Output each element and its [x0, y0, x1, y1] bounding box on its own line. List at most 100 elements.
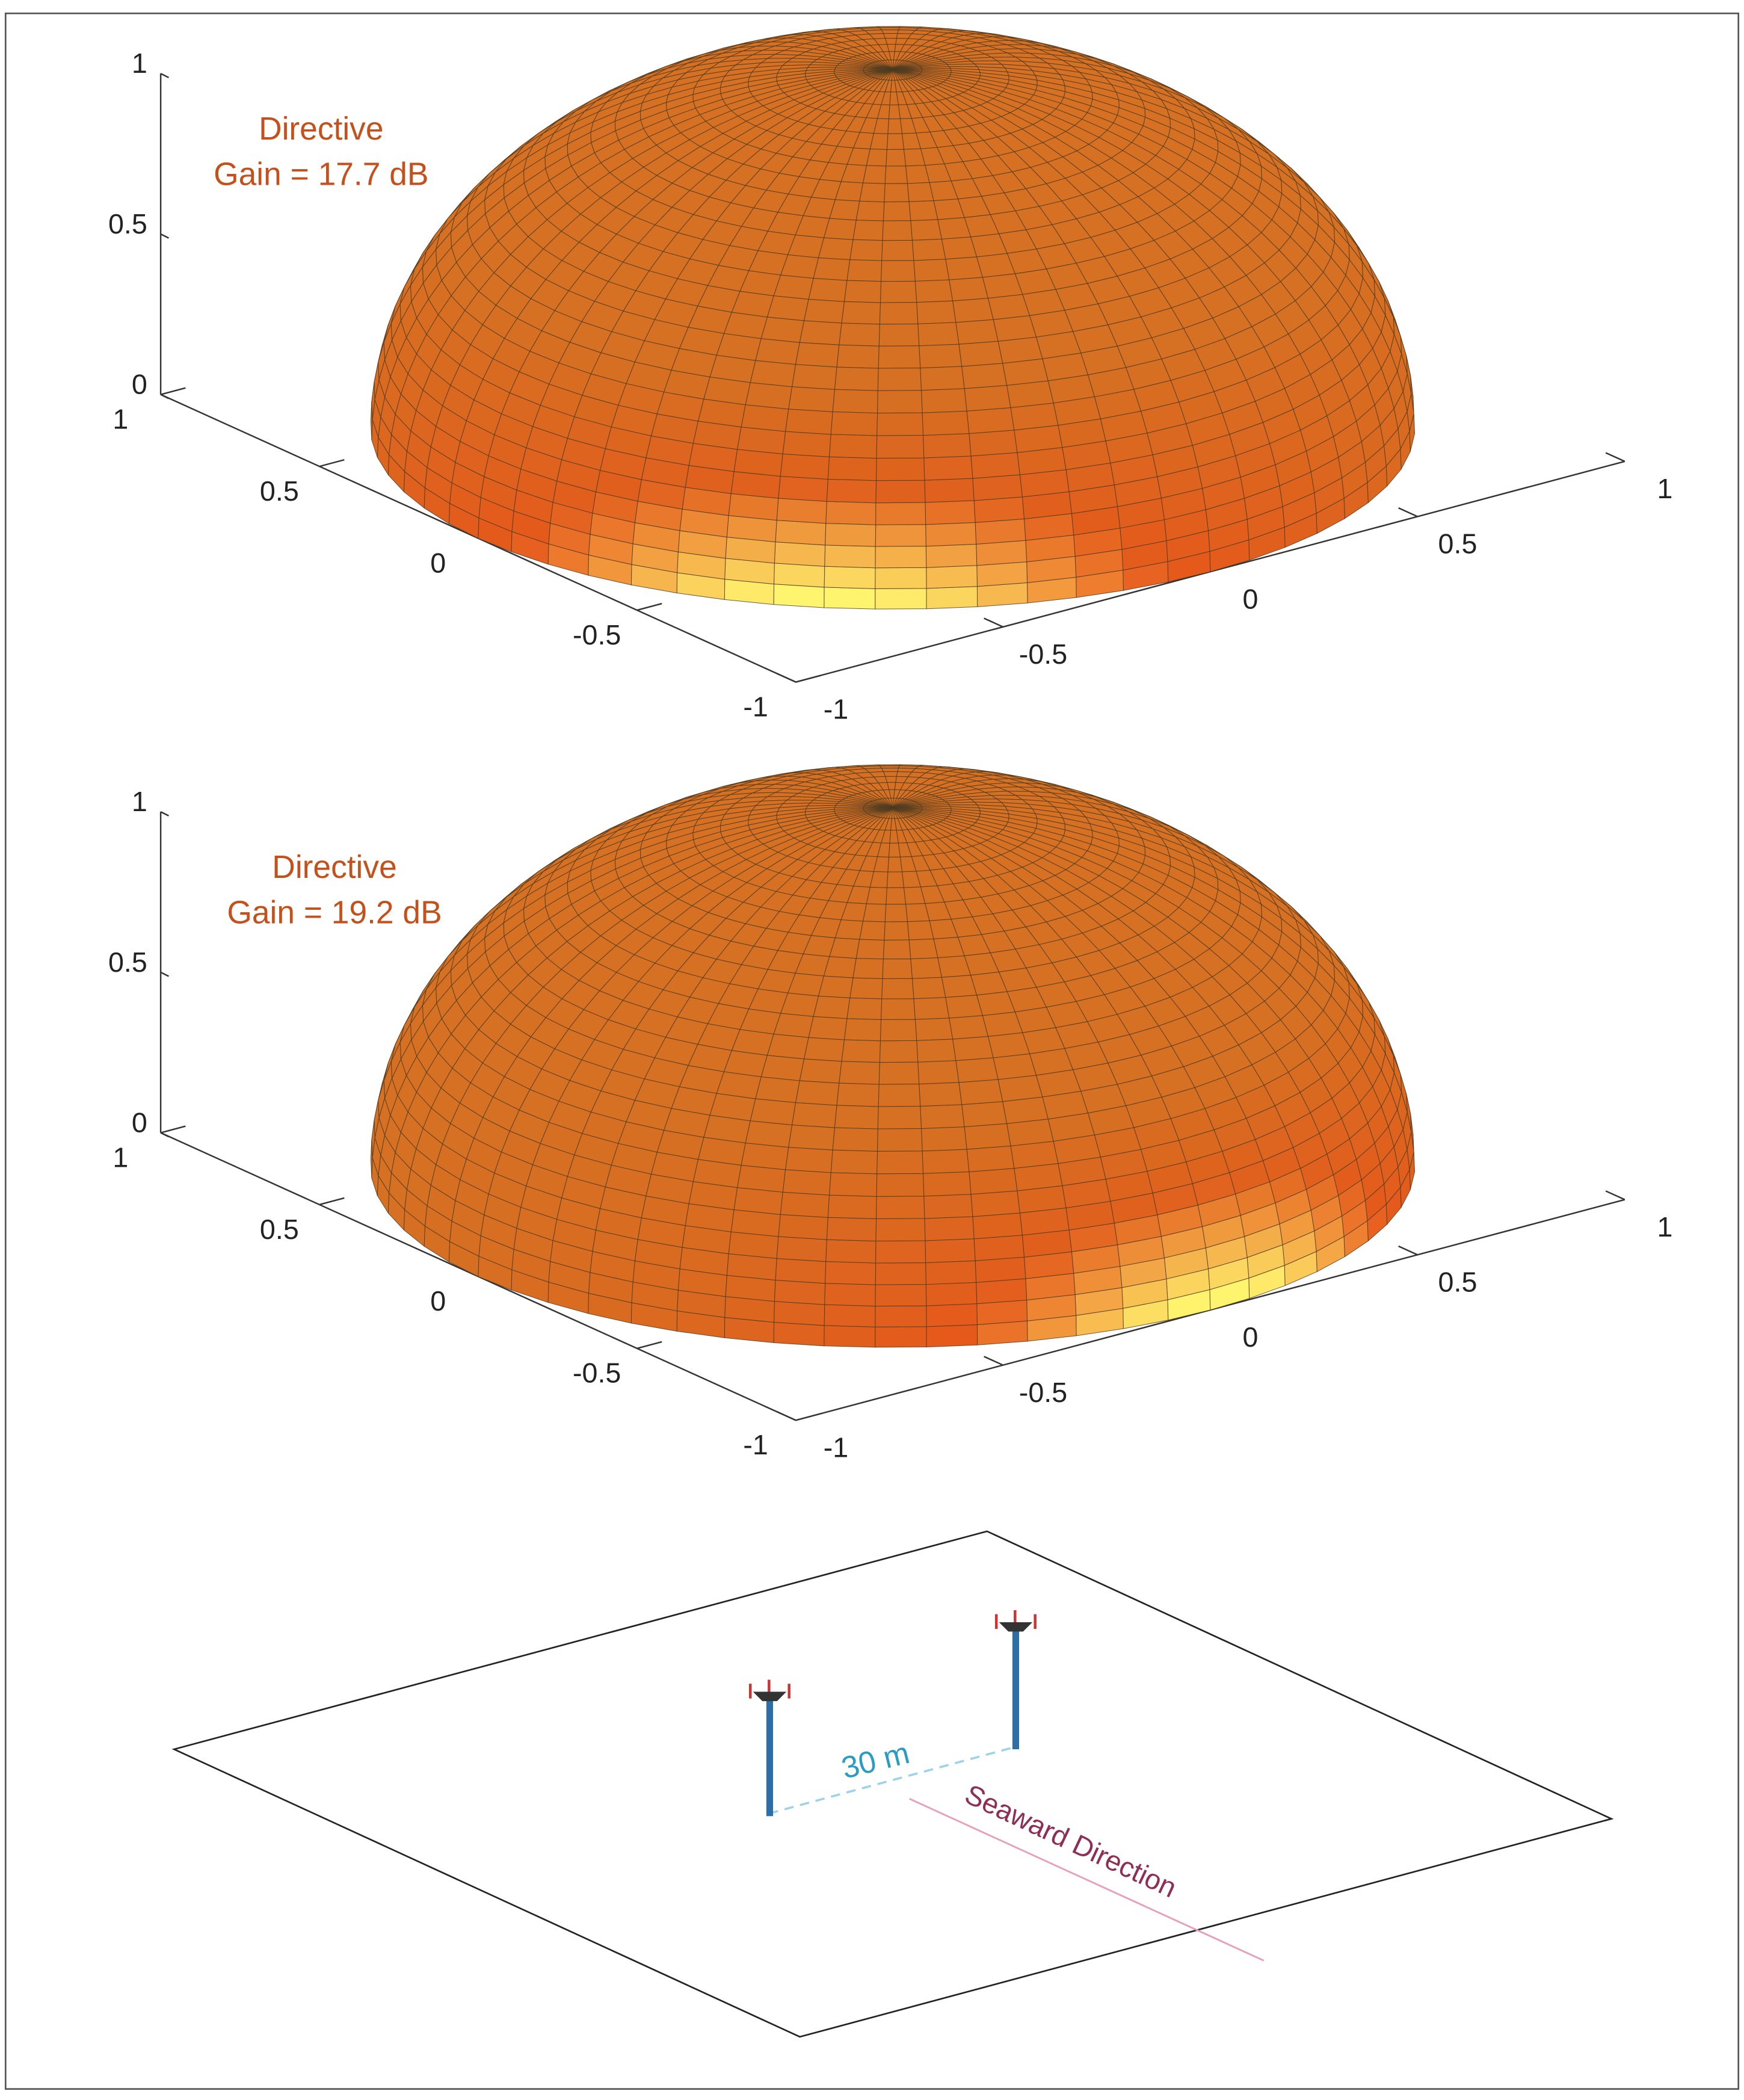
surface-patch	[860, 921, 885, 940]
z-tick	[161, 972, 168, 977]
surface-patch	[853, 959, 883, 979]
surface-patch	[778, 476, 828, 501]
y-tick	[796, 676, 821, 682]
surface-patch	[938, 956, 971, 977]
surface-patch	[825, 1262, 876, 1285]
surface-patch	[792, 365, 837, 390]
surface-patch	[878, 1129, 922, 1152]
surface-patch	[738, 1166, 786, 1193]
surface-patch	[850, 978, 883, 999]
surface-patch	[876, 502, 926, 525]
surface-patch	[844, 1019, 881, 1041]
z-tick-label: 1	[132, 48, 147, 79]
surface-patch	[877, 1196, 925, 1219]
surface-patch	[831, 1150, 877, 1174]
surface-patch	[830, 938, 860, 959]
surface-patch	[866, 887, 887, 904]
surface-patch	[914, 259, 949, 282]
surface-patch	[909, 939, 938, 959]
surface-patch	[741, 1143, 789, 1170]
surface-patch	[912, 239, 945, 261]
tower-scene: 30 m Seaward Direction	[174, 1531, 1611, 2037]
surface-patch	[946, 995, 983, 1018]
surface-patch	[915, 280, 952, 302]
annotation: Directive	[259, 111, 383, 147]
x-tick-label: 0	[1243, 583, 1259, 614]
surface-patch	[914, 998, 949, 1020]
surface-patch	[745, 383, 792, 409]
y-tick-label: -1	[743, 1429, 768, 1460]
surface-patch	[856, 939, 884, 959]
y-tick	[319, 1198, 344, 1205]
surface-patch	[964, 1123, 1011, 1149]
z-tick-label: 1	[132, 786, 147, 817]
surface-patch	[750, 1099, 795, 1125]
surface-patch	[909, 201, 938, 221]
surface-patch	[875, 1285, 926, 1306]
surface-patch	[761, 317, 804, 342]
surface-patch	[881, 281, 917, 303]
surface-patch	[964, 386, 1011, 412]
surface-patch	[884, 922, 909, 940]
surface-patch	[827, 1217, 876, 1241]
x-tick	[1399, 1246, 1418, 1255]
surface-patch	[781, 993, 819, 1016]
surface-patch	[971, 1191, 1020, 1217]
surface-patch	[819, 238, 853, 259]
surface-patch	[925, 478, 974, 502]
surface-patch	[774, 563, 825, 587]
surface-patch	[926, 566, 978, 588]
annotation: Directive	[272, 850, 396, 885]
surface-patch	[780, 454, 829, 479]
surface-patch	[959, 1079, 1003, 1105]
surface-patch	[824, 566, 875, 588]
surface-patch	[884, 184, 909, 202]
surface-patch	[967, 1146, 1014, 1172]
surface-patch	[906, 165, 930, 184]
surface-patch	[920, 366, 964, 391]
surface-patch	[824, 957, 856, 978]
surface-patch	[774, 1280, 825, 1305]
surface-patch	[959, 341, 1003, 366]
surface-patch	[946, 257, 983, 280]
surface-patch	[863, 165, 886, 184]
surface-patch	[912, 977, 945, 999]
surface-patch	[969, 1169, 1017, 1194]
surface-patch	[982, 1012, 1022, 1037]
surface-patch	[883, 940, 910, 959]
surface-patch	[907, 182, 934, 202]
surface-patch	[830, 1173, 877, 1197]
x-tick	[777, 1412, 796, 1420]
z-tick	[161, 73, 168, 78]
x-tick-label: 1	[1657, 1211, 1673, 1243]
surface-patch	[973, 475, 1022, 501]
surface-patch	[879, 324, 919, 346]
surface-patch	[974, 497, 1024, 522]
surface-patch	[881, 999, 916, 1020]
z-tick-label: 0.5	[108, 947, 147, 978]
y-tick-label: 0.5	[260, 1214, 299, 1245]
surface-patch	[941, 975, 976, 998]
surface-patch	[975, 1257, 1026, 1282]
surface-patch	[882, 240, 914, 261]
surface-patch	[953, 298, 994, 323]
surface-patch	[953, 1036, 994, 1060]
dome-surface	[371, 765, 1414, 1347]
dome-surface	[371, 26, 1414, 609]
surface-patch	[778, 1214, 828, 1240]
surface-patch	[888, 857, 902, 872]
y-tick-label: 1	[112, 403, 128, 434]
surface-patch	[926, 1324, 978, 1347]
surface-patch	[926, 1304, 978, 1327]
surface-patch	[889, 843, 901, 857]
surface-patch	[888, 119, 902, 134]
y-tick-label: 1	[112, 1141, 128, 1173]
surface-patch	[833, 389, 878, 413]
surface-patch	[826, 1240, 876, 1263]
z-tick-label: 0	[132, 1107, 147, 1138]
surface-patch	[860, 183, 885, 202]
surface-patch	[941, 237, 976, 259]
surface-patch	[828, 457, 877, 480]
surface-patch	[828, 1195, 877, 1218]
surface-patch	[844, 280, 881, 303]
